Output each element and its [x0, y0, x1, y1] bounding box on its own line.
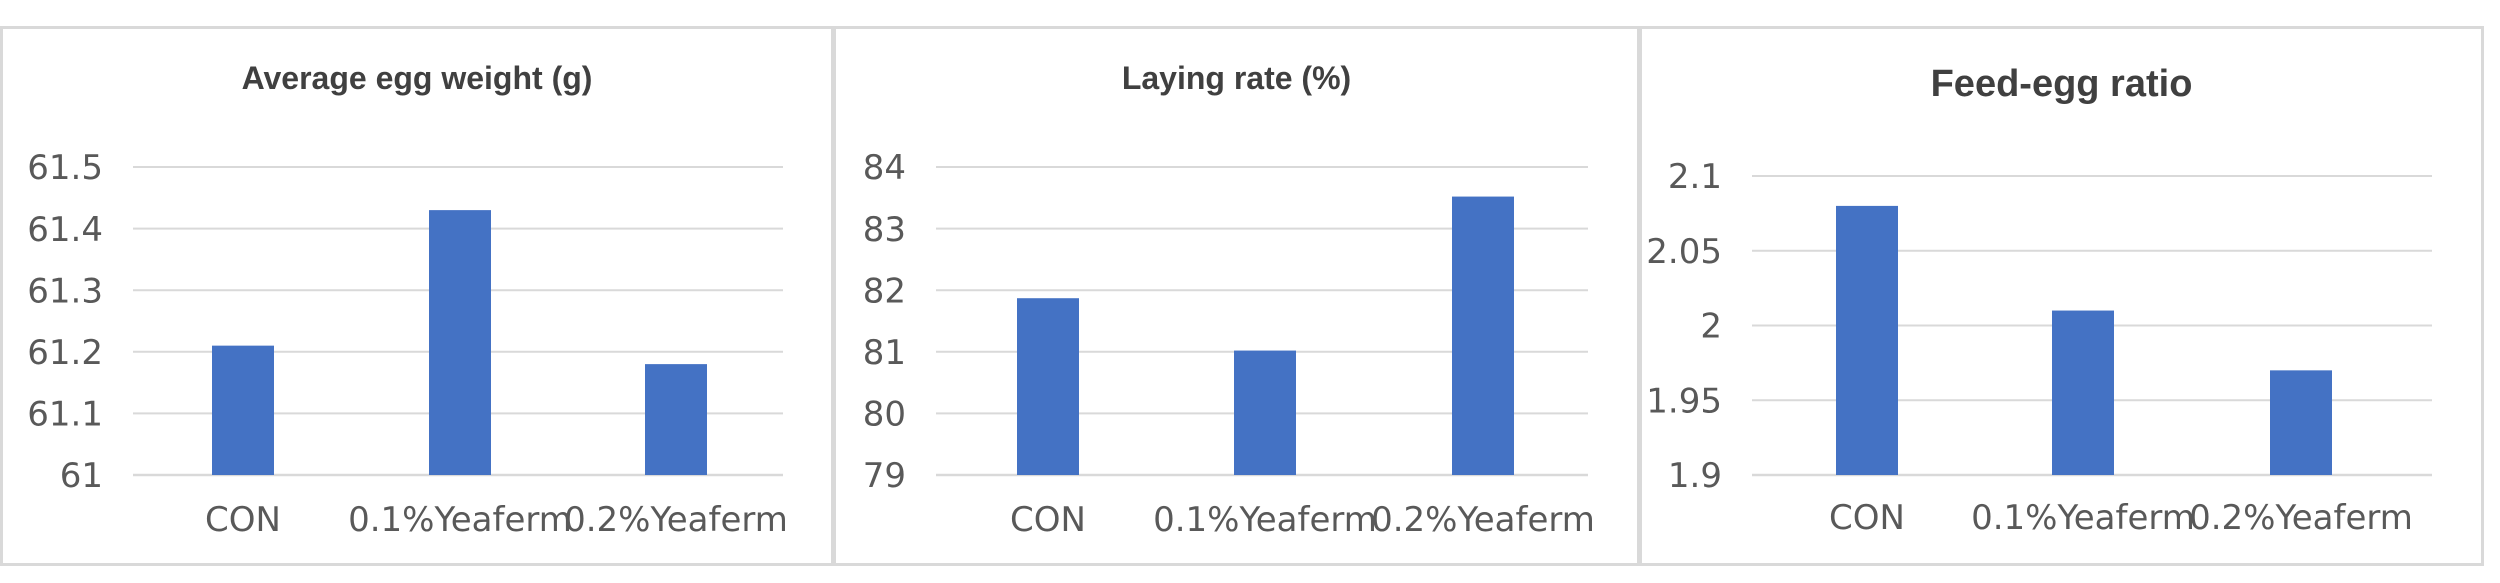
- y-tick-label: 79: [863, 456, 906, 496]
- x-category-label: CON: [1829, 498, 1905, 538]
- y-tick-label: 61.4: [27, 210, 103, 250]
- y-tick-label: 84: [863, 148, 906, 188]
- y-tick-label: 80: [863, 395, 906, 435]
- chart-title-laying-rate: Laying rate (%): [1122, 60, 1351, 96]
- y-tick-label: 61.3: [27, 271, 103, 311]
- chart-svg-egg-weight: Average egg weight (g) 61 61.1 61.2 61.3 61.4…: [27, 60, 788, 540]
- y-tick-label: 61.5: [27, 148, 103, 188]
- y-tick-label: 1.95: [1646, 381, 1722, 421]
- y-tick-label: 1.9: [1668, 456, 1722, 496]
- x-category-label: 0.1%Yeaferm: [348, 500, 572, 540]
- y-tick-label: 81: [863, 333, 906, 373]
- chart-panel-egg-weight: Average egg weight (g) 61 61.1 61.2 61.3 61.4…: [0, 26, 834, 566]
- x-category-label: 0.1%Yeaferm: [1153, 500, 1377, 540]
- bar-0-1-yeaferm: [2052, 310, 2114, 475]
- bar-con: [1017, 298, 1079, 475]
- y-tick-label: 2.05: [1646, 232, 1722, 272]
- chart-svg-feed-egg-ratio: Feed-egg ratio 1.9 1.95 2 2.05 2.1 CON 0.1%Yeaf…: [1646, 63, 2432, 538]
- y-tick-label: 83: [863, 210, 906, 250]
- y-tick-label: 61: [60, 456, 103, 496]
- chart-panel-feed-egg-ratio: Feed-egg ratio 1.9 1.95 2 2.05 2.1 CON 0.1%Yeaf…: [1639, 26, 2484, 566]
- x-category-label: CON: [1010, 500, 1086, 540]
- chart-svg-laying-rate: Laying rate (%) 79 80 81 82 83 84 CON 0.1%Yeafer…: [863, 60, 1595, 540]
- y-tick-label: 61.2: [27, 333, 103, 373]
- chart-panel-laying-rate: Laying rate (%) 79 80 81 82 83 84 CON 0.1%Yeafer…: [833, 26, 1640, 566]
- chart-title-feed-egg-ratio: Feed-egg ratio: [1931, 63, 2193, 105]
- chart-title-egg-weight: Average egg weight (g): [242, 60, 593, 96]
- bar-0-2-yeaferm: [1452, 196, 1514, 475]
- bar-0-2-yeaferm: [2270, 370, 2332, 475]
- x-category-label: 0.2%Yeaferm: [564, 500, 788, 540]
- x-category-label: 0.2%Yeaferm: [1371, 500, 1595, 540]
- x-category-label: 0.2%Yeaferm: [2189, 498, 2413, 538]
- bar-0-1-yeaferm: [429, 210, 491, 475]
- x-category-label: CON: [205, 500, 281, 540]
- y-tick-label: 2.1: [1668, 157, 1722, 197]
- bar-0-2-yeaferm: [645, 364, 707, 475]
- y-tick-label: 82: [863, 271, 906, 311]
- x-category-label: 0.1%Yeaferm: [1971, 498, 2195, 538]
- y-tick-label: 2: [1700, 307, 1722, 347]
- y-tick-label: 61.1: [27, 395, 103, 435]
- bar-0-1-yeaferm: [1234, 350, 1296, 475]
- bar-con: [1836, 205, 1898, 475]
- bar-con: [212, 345, 274, 475]
